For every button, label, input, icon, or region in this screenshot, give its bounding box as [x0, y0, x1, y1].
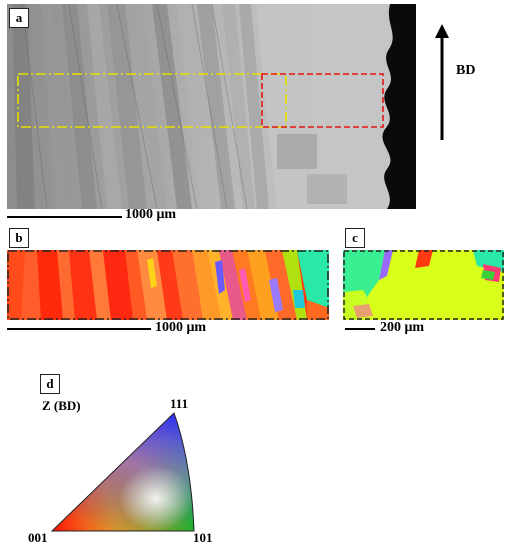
- roi-b-outline: [17, 73, 287, 128]
- panel-a-label: a: [9, 8, 29, 28]
- panel-a-micrograph: [7, 4, 416, 209]
- panel-b-label: b: [9, 228, 29, 248]
- panel-a-scale-label: 1000 μm: [125, 207, 177, 222]
- panel-b-ebsd-map: [7, 250, 329, 320]
- ipf-vertex-111: 111: [170, 396, 189, 411]
- ipf-vertex-001: 001: [28, 530, 48, 545]
- ipf-color-key-triangle: [50, 412, 195, 532]
- panel-d-label: d: [40, 374, 60, 394]
- panel-c-scale-label: 200 μm: [380, 320, 425, 335]
- build-direction-arrow-icon: [435, 24, 449, 140]
- ipf-vertex-101: 101: [193, 530, 213, 545]
- roi-c-outline: [261, 73, 384, 128]
- build-direction-label: BD: [456, 63, 476, 78]
- panel-c-ebsd-map: [343, 250, 504, 320]
- panel-b-scale-label: 1000 μm: [155, 320, 207, 335]
- panel-a-scale-bar: [7, 216, 122, 218]
- panel-b-scale-bar: [7, 328, 151, 330]
- ipf-axis-label: Z (BD): [42, 398, 81, 413]
- panel-c-scale-bar: [345, 328, 375, 330]
- panel-c-label: c: [345, 228, 365, 248]
